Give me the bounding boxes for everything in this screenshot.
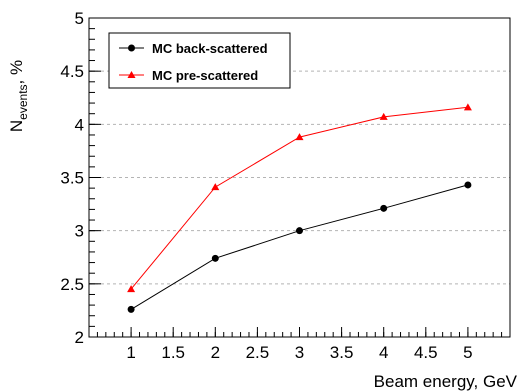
legend-marker-back-scattered bbox=[128, 44, 135, 52]
series-0 bbox=[127, 181, 472, 313]
y-tick-label: 4 bbox=[75, 115, 84, 134]
series-1 bbox=[127, 103, 472, 293]
data-point bbox=[379, 112, 388, 120]
x-tick-label: 2.5 bbox=[246, 343, 270, 362]
data-point bbox=[211, 254, 219, 262]
legend: MC back-scattered MC pre-scattered bbox=[108, 32, 291, 89]
y-tick-label: 3 bbox=[75, 222, 84, 241]
y-axis-title-tail: , % bbox=[7, 60, 26, 85]
data-point bbox=[464, 181, 472, 189]
x-tick-label: 3.5 bbox=[330, 343, 354, 362]
legend-entry-back-scattered: MC back-scattered bbox=[119, 41, 268, 56]
x-tick-label: 5 bbox=[463, 343, 472, 362]
y-tick-label: 5 bbox=[75, 9, 84, 28]
x-tick-label: 1.5 bbox=[161, 343, 185, 362]
legend-label-back-scattered: MC back-scattered bbox=[152, 41, 268, 56]
grid-lines bbox=[89, 70, 510, 285]
series-line bbox=[130, 184, 469, 310]
y-tick-label: 3.5 bbox=[60, 169, 84, 188]
y-tick-label: 2 bbox=[75, 328, 84, 347]
data-point bbox=[295, 133, 304, 141]
data-point bbox=[380, 204, 388, 212]
y-axis-title-main: N bbox=[7, 120, 26, 132]
y-tick-label: 4.5 bbox=[60, 62, 84, 81]
legend-marker-pre-scattered bbox=[127, 71, 136, 78]
x-tick-label: 3 bbox=[295, 343, 304, 362]
series-layer bbox=[127, 103, 472, 313]
data-point bbox=[463, 103, 472, 111]
legend-entry-pre-scattered: MC pre-scattered bbox=[119, 68, 258, 83]
y-tick-label: 2.5 bbox=[60, 275, 84, 294]
data-point bbox=[296, 227, 303, 235]
axis-ticks: 2 2.5 3 3.5 4 4.5 5 1 1.5 2 2.5 3 3.5 4 4.5 5 bbox=[60, 9, 511, 362]
x-tick-label: 2 bbox=[211, 343, 220, 362]
data-point bbox=[211, 183, 220, 191]
x-tick-label: 1 bbox=[126, 343, 135, 362]
legend-label-pre-scattered: MC pre-scattered bbox=[152, 68, 258, 83]
x-axis-title: Beam energy, GeV bbox=[374, 372, 518, 391]
y-axis-title-sub: events bbox=[16, 84, 30, 119]
y-axis-title: Nevents, % bbox=[7, 60, 30, 132]
x-tick-label: 4 bbox=[379, 343, 388, 362]
x-tick-label: 4.5 bbox=[414, 343, 438, 362]
data-point bbox=[127, 285, 136, 293]
data-point bbox=[127, 305, 135, 313]
legend-box bbox=[108, 32, 291, 89]
